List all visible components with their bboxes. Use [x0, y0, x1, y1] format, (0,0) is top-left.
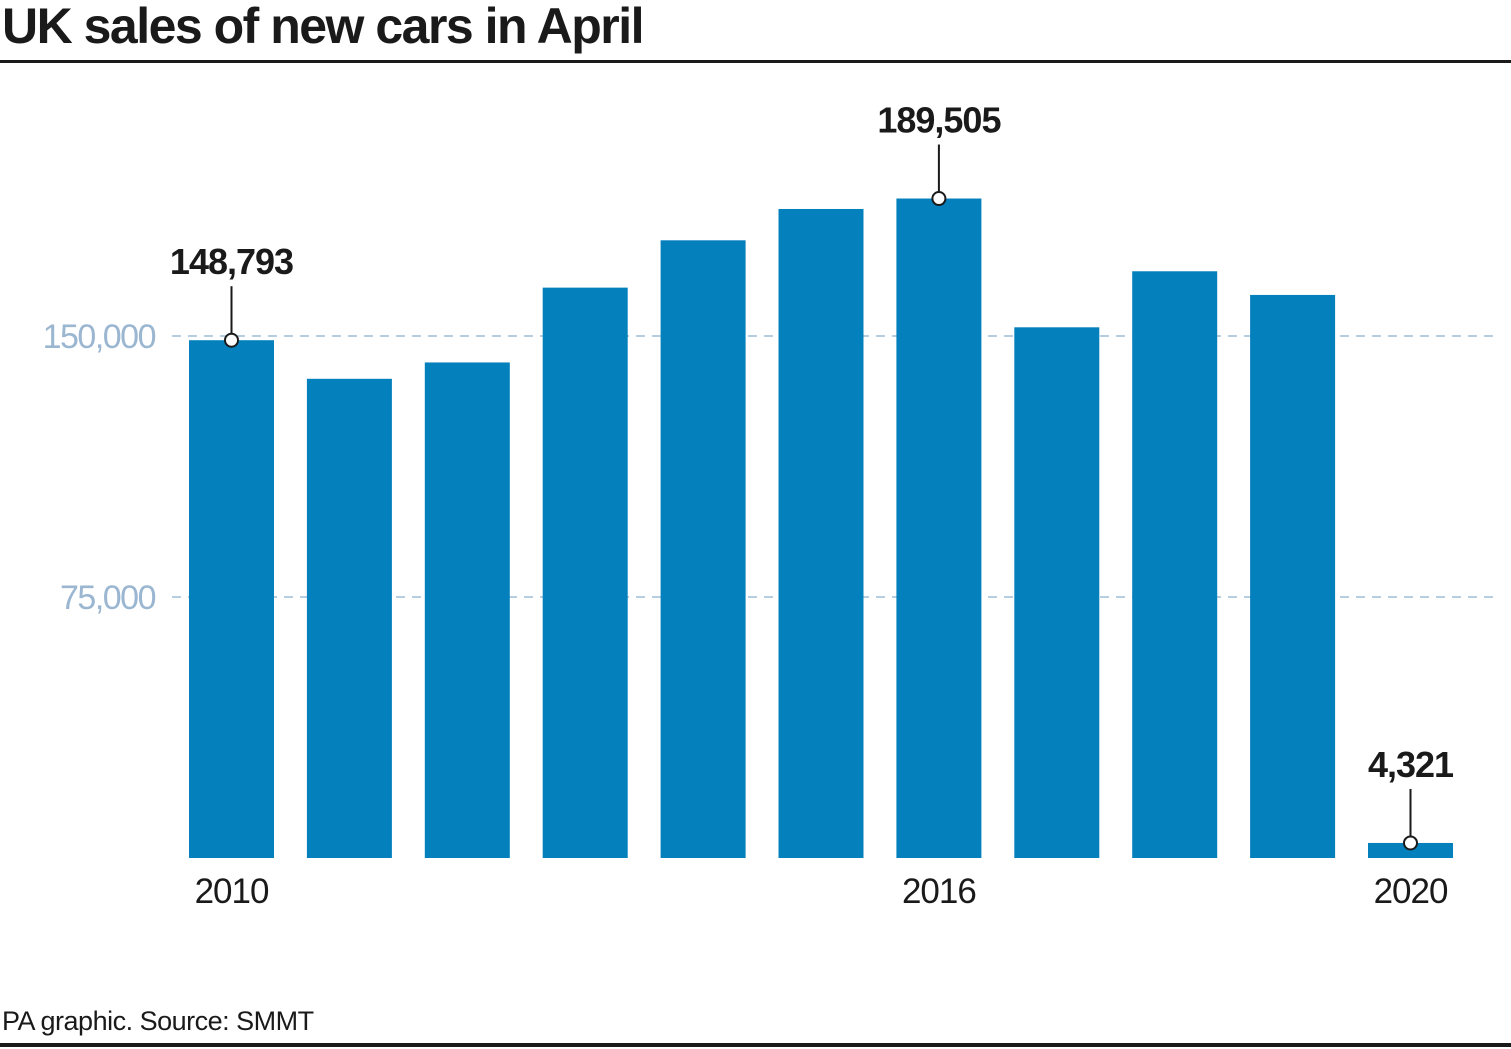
bar-2016 [896, 198, 982, 859]
bar-2015 [778, 208, 864, 859]
annotations: 148,793 189,505 4,321 [170, 100, 1455, 851]
bar-chart: 148,793 189,505 4,321 75,000 150,000 2010 201… [43, 100, 1495, 911]
source-note: PA graphic. Source: SMMT [2, 1006, 314, 1036]
x-tick-label: 2020 [1374, 872, 1448, 911]
bar-2011 [306, 378, 392, 858]
data-label: 148,793 [170, 241, 293, 282]
annotation-marker [931, 191, 947, 207]
annotation-marker [224, 332, 239, 348]
x-tick-label: 2016 [902, 872, 976, 911]
bar-2017 [1014, 327, 1100, 858]
chart-title: UK sales of new cars in April [2, 0, 644, 54]
y-tick-label: 75,000 [60, 579, 156, 617]
bar-2010 [189, 340, 274, 859]
axis-labels: 75,000 150,000 2010 2016 2020 [43, 318, 1449, 911]
annotation-marker [1403, 835, 1418, 851]
bar-2013 [542, 287, 628, 858]
data-label: 189,505 [877, 100, 1001, 141]
bar-2014 [660, 240, 746, 859]
bottom-divider [0, 1043, 1511, 1047]
bar-2020 [1368, 842, 1453, 858]
y-tick-label: 150,000 [43, 318, 156, 356]
bar-2019 [1250, 294, 1336, 858]
bars [189, 198, 1453, 859]
x-tick-label: 2010 [195, 872, 269, 911]
bar-2018 [1132, 271, 1218, 859]
data-label: 4,321 [1368, 744, 1454, 785]
title-divider [0, 60, 1511, 63]
bar-2012 [424, 362, 510, 858]
